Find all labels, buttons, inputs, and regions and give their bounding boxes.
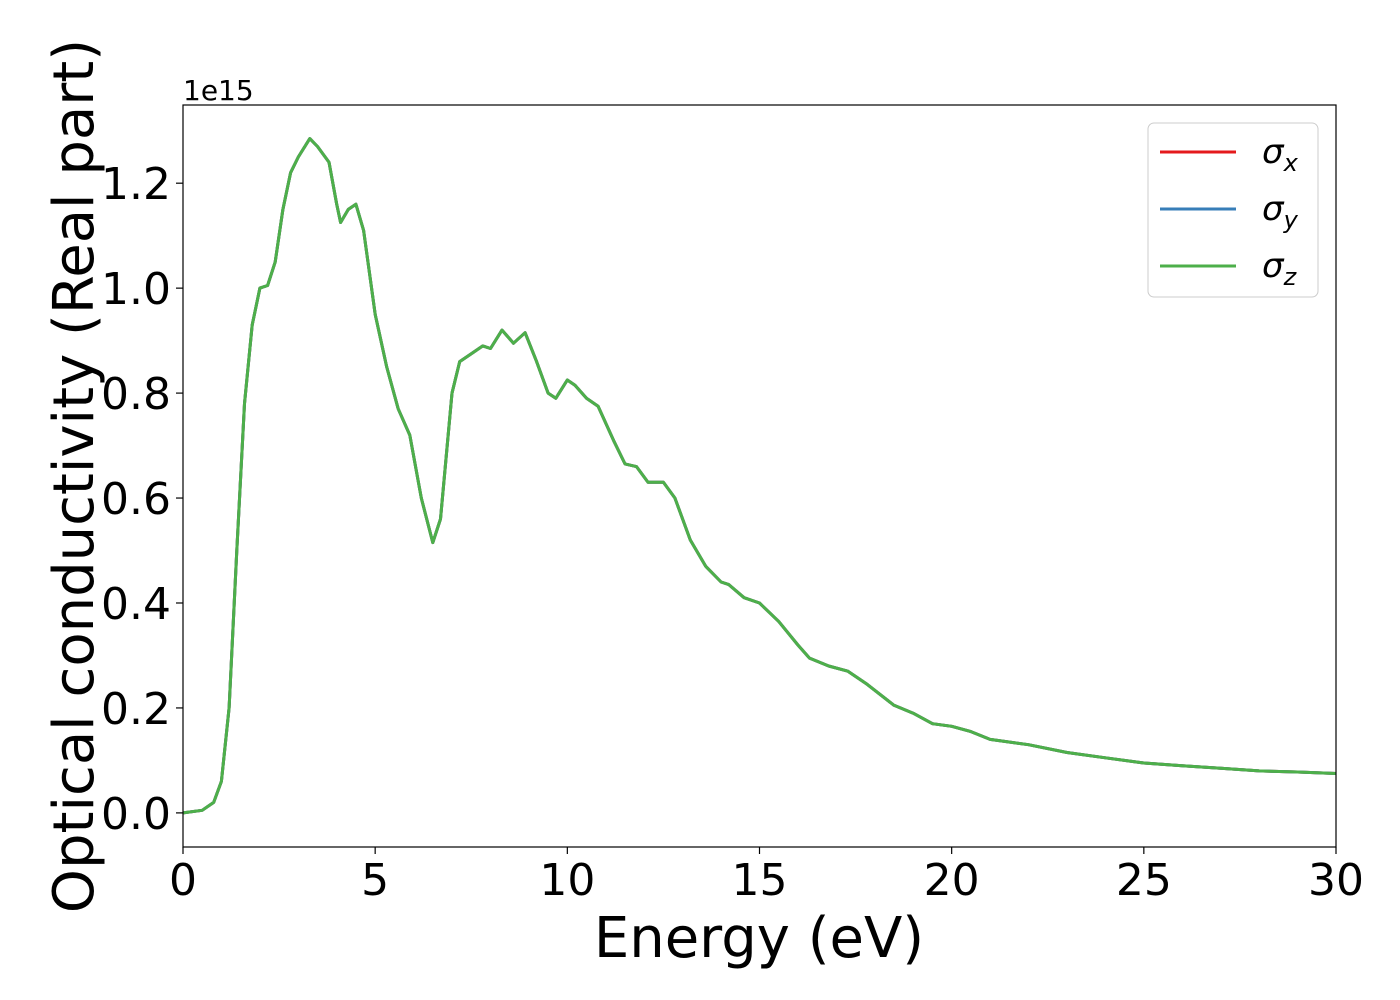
- x-tick-label: 30: [1308, 855, 1364, 906]
- y-tick-label: 0.2: [101, 684, 171, 735]
- y-tick-label: 1.2: [101, 159, 171, 210]
- y-tick-label: 0.0: [101, 789, 171, 840]
- y-tick-label: 0.8: [101, 369, 171, 420]
- x-tick-label: 20: [924, 855, 980, 906]
- y-axis-label: Optical conductivity (Real part): [42, 39, 107, 913]
- legend-label: σx: [1262, 132, 1299, 177]
- plot-frame: [182, 104, 1337, 848]
- x-tick-label: 10: [539, 855, 595, 906]
- x-axis-label: Energy (eV): [594, 906, 924, 971]
- x-tick-label: 25: [1116, 855, 1172, 906]
- y-tick-label: 1.0: [101, 264, 171, 315]
- legend-label: σy: [1262, 189, 1299, 234]
- x-tick-label: 5: [361, 855, 389, 906]
- x-tick-label: 0: [169, 855, 197, 906]
- y-offset-label: 1e15: [183, 74, 254, 107]
- legend-label: σz: [1262, 246, 1298, 291]
- y-tick-label: 0.6: [101, 474, 171, 525]
- x-tick-label: 15: [732, 855, 788, 906]
- y-tick-label: 0.4: [101, 579, 171, 630]
- series-line: [182, 137, 1337, 815]
